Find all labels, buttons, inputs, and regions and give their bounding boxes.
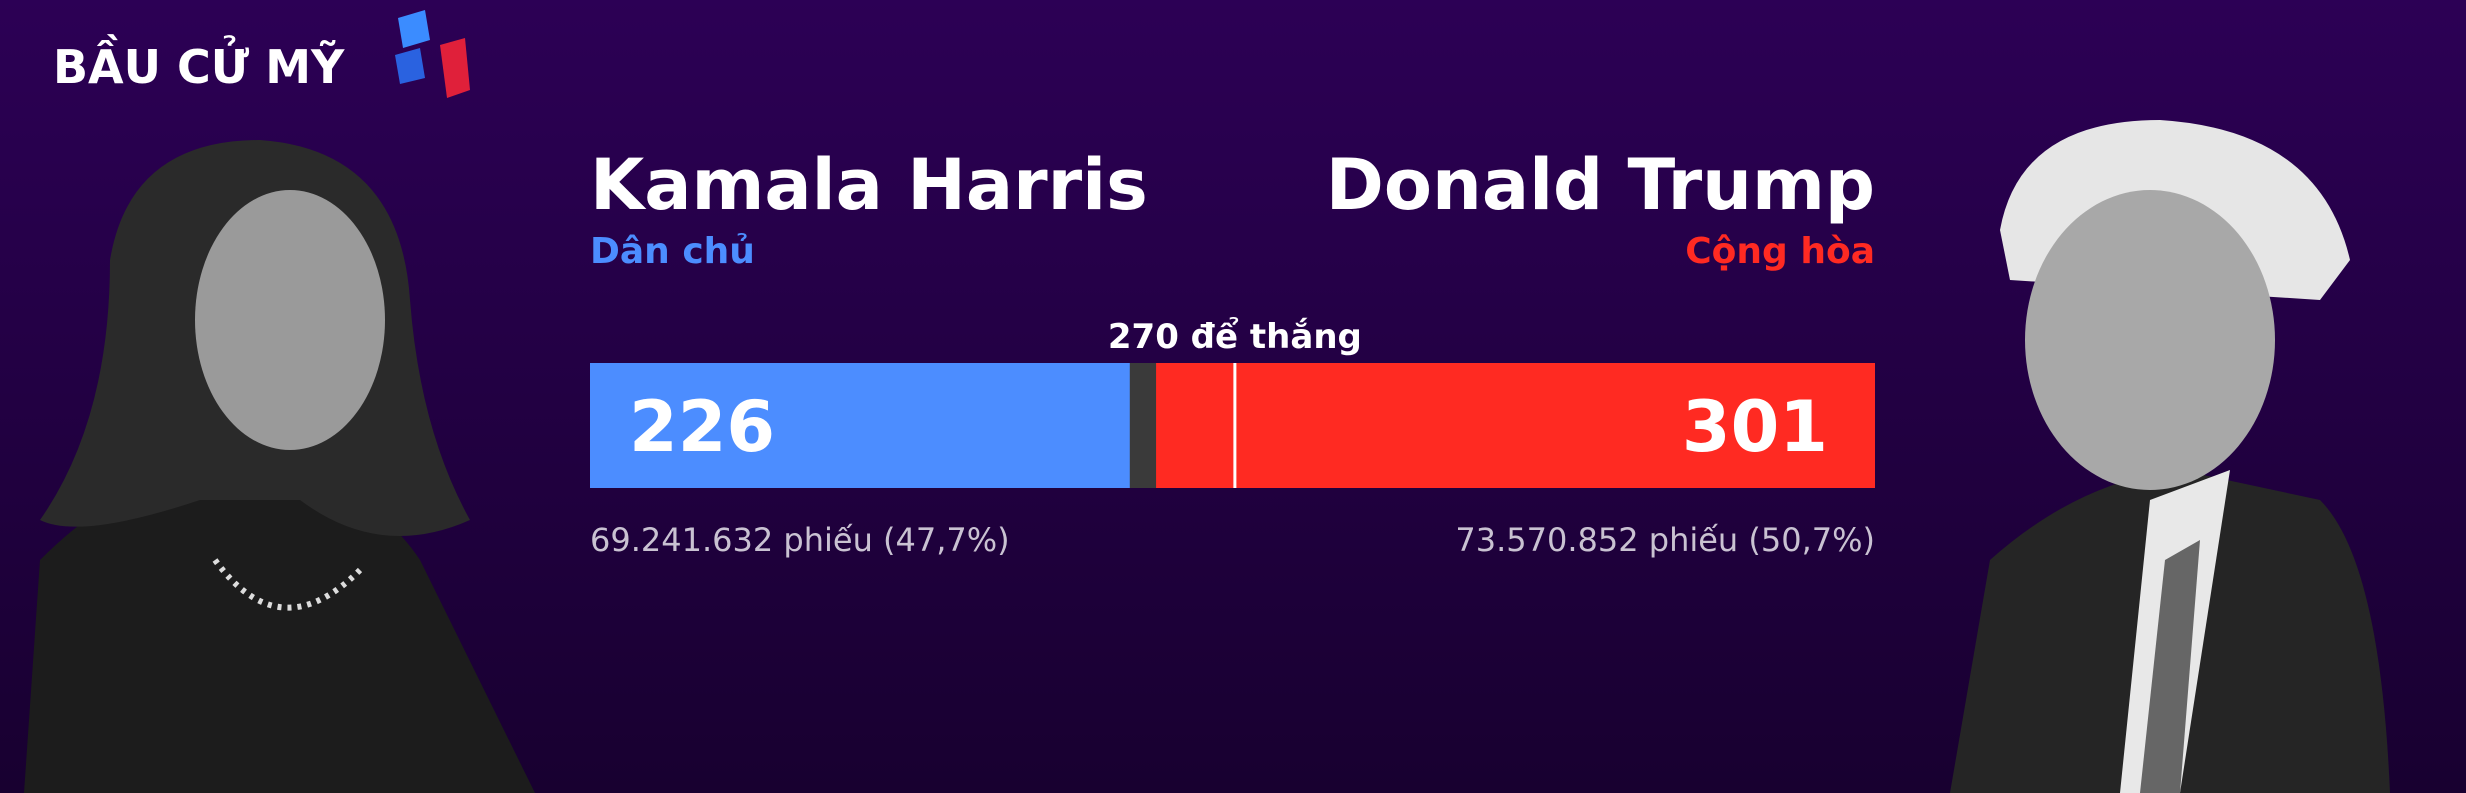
bar-segment	[1156, 363, 1875, 488]
party-label: Dân chủ	[590, 231, 755, 272]
threshold-label: 270 để thắng	[1108, 316, 1362, 357]
candidate-name: Kamala Harris	[590, 144, 1148, 226]
logo-icon	[395, 10, 470, 98]
party-label: Cộng hòa	[1685, 231, 1875, 272]
bar-segment	[590, 363, 1130, 488]
logo-text: BẦU CỬ MỸ	[53, 34, 345, 94]
electoral-votes: 226	[629, 386, 775, 468]
electoral-votes: 301	[1682, 386, 1828, 468]
trump-photo	[1950, 120, 2390, 793]
candidate-name: Donald Trump	[1326, 144, 1875, 226]
harris-photo	[24, 140, 535, 793]
popular-vote: 69.241.632 phiếu (47,7%)	[590, 521, 1010, 559]
popular-vote: 73.570.852 phiếu (50,7%)	[1455, 521, 1875, 559]
plot: 270 để thắng Kamala Harris Dân chủ 226 69.24…	[590, 144, 1875, 559]
